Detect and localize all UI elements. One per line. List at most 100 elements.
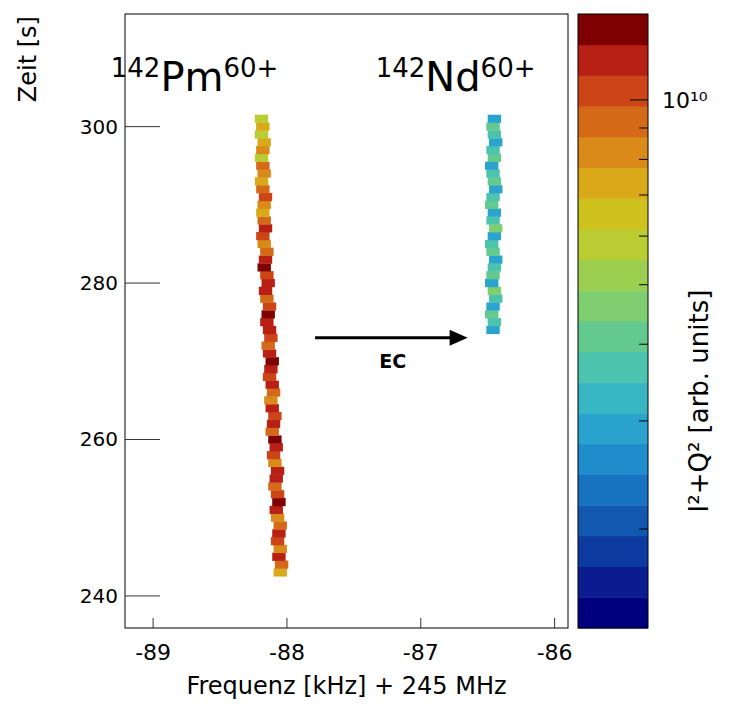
colorbar-minor-tick	[639, 284, 648, 285]
colorbar-level	[578, 14, 648, 45]
y-tick-label: 300	[80, 115, 118, 139]
trace-cell	[268, 482, 281, 490]
ec-label: EC	[379, 350, 406, 372]
plot-frame	[125, 14, 568, 628]
trace-cell	[268, 459, 281, 467]
trace-cell	[275, 561, 288, 569]
trace-cell	[257, 216, 270, 224]
colorbar-level	[578, 352, 648, 383]
trace-cell	[268, 435, 281, 443]
trace-cell	[271, 467, 284, 475]
colorbar-minor-tick	[639, 236, 648, 237]
trace-cell	[486, 326, 499, 334]
colorbar-level	[578, 260, 648, 291]
trace-cell	[270, 475, 283, 483]
ion-mass: 142	[376, 53, 426, 83]
colorbar-tick-label: 10¹⁰	[662, 88, 708, 113]
ion-mass: 142	[111, 53, 161, 83]
trace-cell	[271, 537, 284, 545]
trace-cell	[489, 224, 502, 232]
trace-cell	[271, 490, 284, 498]
y-tick-label: 260	[80, 427, 118, 451]
trace-cell	[263, 373, 276, 381]
trace-cell	[488, 177, 501, 185]
trace-cell	[486, 169, 499, 177]
x-tick-label: -88	[269, 640, 305, 665]
trace-cell	[489, 255, 502, 263]
trace-cell	[270, 443, 283, 451]
colorbar-minor-tick	[639, 127, 648, 128]
colorbar-level	[578, 505, 648, 536]
trace-cell	[485, 240, 498, 248]
trace-cell	[264, 334, 277, 342]
ion-label: 142Pm60+	[111, 53, 279, 100]
trace-cell	[263, 302, 276, 310]
colorbar-level	[578, 106, 648, 137]
colorbar-level	[578, 413, 648, 444]
trace-cell	[256, 209, 269, 217]
trace-cell	[260, 295, 273, 303]
traces	[255, 115, 503, 577]
trace-cell	[255, 130, 268, 138]
ion-charge: 60+	[224, 53, 279, 83]
ion-symbol: Pm	[160, 54, 223, 100]
trace-cell	[255, 177, 268, 185]
trace-cell	[260, 271, 273, 279]
trace-cell	[260, 318, 273, 326]
trace-cell	[488, 318, 501, 326]
colorbar-level	[578, 597, 648, 628]
trace-cell	[263, 326, 276, 334]
ion-symbol: Nd	[425, 54, 480, 100]
trace-cell	[257, 169, 270, 177]
y-tick	[125, 126, 160, 127]
trace-cell	[489, 295, 502, 303]
ec-arrow	[315, 336, 452, 339]
colorbar-level	[578, 198, 648, 229]
ion-charge: 60+	[481, 53, 536, 83]
colorbar-level	[578, 382, 648, 413]
trace-cell	[257, 138, 270, 146]
trace-cell	[486, 248, 499, 256]
trace-cell	[488, 115, 501, 123]
trace-cell	[486, 193, 499, 201]
colorbar-title: I²+Q² [arb. units]	[684, 290, 714, 513]
trace-cell	[486, 216, 499, 224]
trace-cell	[271, 514, 284, 522]
chart: 240260280300-89-88-87-86Frequenz [kHz] +…	[0, 0, 736, 704]
colorbar-level	[578, 444, 648, 475]
ion-label: 142Nd60+	[376, 53, 536, 100]
trace-cell	[268, 412, 281, 420]
x-tick	[420, 618, 421, 628]
trace-cell	[260, 248, 273, 256]
trace-cell	[488, 130, 501, 138]
plot-background	[125, 14, 568, 628]
trace-cell	[266, 357, 279, 365]
x-tick	[286, 618, 287, 628]
trace-cell	[259, 287, 272, 295]
colorbar-minor-tick	[639, 420, 648, 421]
colorbar-level	[578, 290, 648, 321]
ec-arrowhead	[450, 330, 468, 346]
trace-cell	[272, 498, 285, 506]
trace-cell	[489, 185, 502, 193]
trace-cell	[266, 404, 279, 412]
trace-cell	[488, 209, 501, 217]
colorbar-level	[578, 536, 648, 567]
colorbar-level	[578, 45, 648, 76]
trace-cell	[267, 420, 280, 428]
trace-cell	[262, 279, 275, 287]
colorbar-minor-tick	[639, 344, 648, 345]
trace-cell	[259, 224, 272, 232]
trace-cell	[266, 428, 279, 436]
colorbar-minor-tick	[639, 529, 648, 530]
trace-cell	[262, 342, 275, 350]
x-tick-label: -86	[537, 640, 573, 665]
trace-cell	[263, 349, 276, 357]
trace-cell	[488, 232, 501, 240]
trace-cell	[488, 154, 501, 162]
trace-cell	[256, 162, 269, 170]
trace-cell	[485, 279, 498, 287]
trace-cell	[486, 123, 499, 131]
x-tick-label: -87	[403, 640, 439, 665]
colorbar-level	[578, 567, 648, 598]
